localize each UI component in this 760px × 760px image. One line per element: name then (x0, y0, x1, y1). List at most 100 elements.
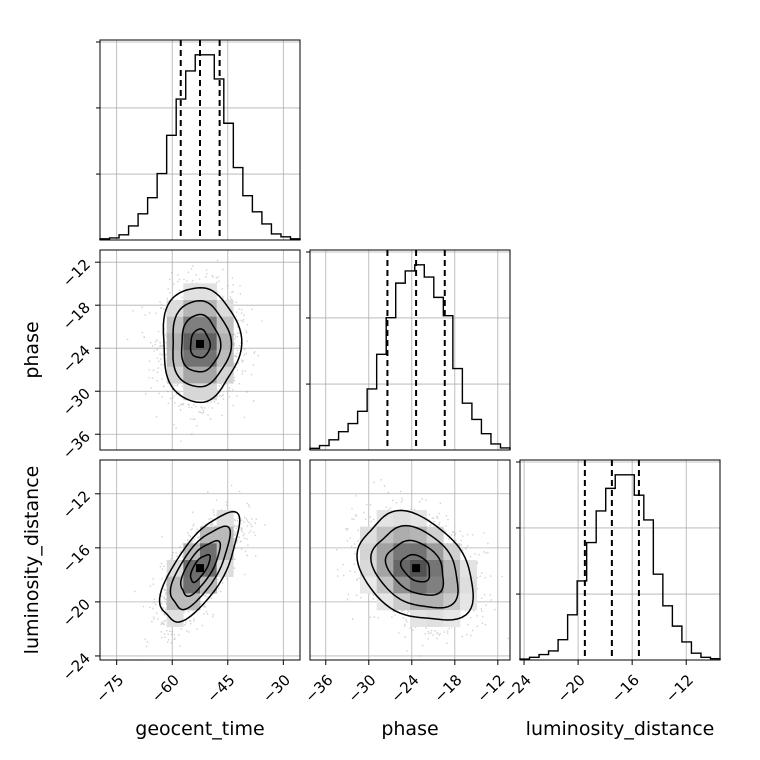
density-cell (166, 316, 184, 334)
panel-frame (99, 39, 301, 241)
density-cell (443, 610, 461, 627)
density-cell (183, 366, 201, 384)
density-cell (200, 333, 217, 351)
panel-frame (309, 459, 511, 661)
panel-background (310, 250, 510, 450)
density-cell (200, 383, 217, 401)
panel-content (310, 460, 510, 660)
x-axis-label-phase: phase (381, 718, 438, 740)
mode-marker (196, 564, 204, 573)
x-tick-label: −30 (344, 671, 379, 706)
density-cell (200, 543, 217, 561)
density-cell (183, 350, 201, 367)
histogram-panel-geocent_time (96, 39, 301, 241)
density-cell (376, 593, 394, 611)
density-cell (443, 576, 461, 594)
mode-marker (412, 564, 421, 573)
contour-line (189, 328, 212, 359)
density-cell (200, 350, 217, 367)
histogram-panel-luminosity_distance (516, 459, 721, 661)
y-tick-label: −12 (59, 487, 94, 522)
density-cell (183, 543, 201, 561)
x-tick-label: −45 (203, 671, 238, 706)
histogram-step (519, 474, 721, 660)
density-cell (360, 543, 377, 561)
density-cell (200, 300, 217, 317)
density-cell (166, 560, 184, 577)
density-cell (443, 560, 461, 577)
panel-frame (309, 249, 511, 451)
density-cell (426, 543, 444, 561)
density-cell (460, 593, 477, 611)
density-cell (183, 593, 201, 611)
density-cell (410, 593, 427, 611)
contour-line (179, 539, 222, 598)
y-tick-label: −20 (59, 595, 94, 630)
scatter-panel-luminosity_distance-vs-geocent_time (99, 459, 301, 661)
panel-frame (519, 459, 721, 661)
x-tick-label: −60 (148, 671, 183, 706)
density-cell (166, 350, 184, 367)
x-tick-label: −24 (500, 671, 535, 706)
density-cell (216, 510, 234, 527)
y-tick-label: −16 (59, 541, 94, 576)
y-tick-label: −30 (59, 385, 94, 420)
contour-line (169, 525, 232, 611)
scatter-panel-phase-vs-geocent_time (99, 249, 301, 451)
density-cell (183, 316, 201, 334)
density-cell (460, 576, 477, 594)
density-cell (376, 526, 394, 544)
density-cell (410, 610, 427, 627)
contour-line (356, 509, 474, 621)
density-cell (426, 526, 444, 544)
y-tick-label: −12 (59, 255, 94, 290)
density-cell (200, 316, 217, 334)
panel-content (100, 250, 300, 450)
density-cell (410, 543, 427, 561)
density-cell (166, 300, 184, 317)
x-tick-label: −20 (554, 671, 589, 706)
y-tick-label: −36 (59, 428, 94, 463)
contour-line (189, 553, 211, 584)
y-axis-label-phase: phase (21, 321, 43, 378)
contour-line (180, 313, 222, 373)
density-cell (376, 543, 394, 561)
density-cell (443, 543, 461, 561)
density-cell (183, 383, 201, 401)
panel-background (520, 460, 720, 660)
x-tick-label: −36 (301, 671, 336, 706)
x-tick-label: −12 (662, 671, 697, 706)
density-cell (393, 526, 411, 544)
y-tick-label: −18 (59, 298, 94, 333)
x-tick-label: −30 (259, 671, 294, 706)
density-cell (216, 300, 234, 317)
contour-line (384, 539, 445, 596)
density-cell (426, 593, 444, 611)
contour-line (370, 524, 459, 609)
y-tick-label: −24 (59, 649, 94, 684)
density-cell (166, 333, 184, 351)
histogram-panel-phase (306, 249, 511, 451)
panel-frame (99, 249, 301, 451)
contour-line (162, 287, 243, 404)
mode-marker (196, 339, 204, 348)
density-cell (166, 366, 184, 384)
panel-content (100, 460, 300, 660)
contour-line (158, 510, 241, 623)
contour-line (399, 553, 431, 583)
density-cell (360, 526, 377, 544)
density-cell (410, 510, 427, 527)
panel-frame (99, 459, 301, 661)
density-cell (376, 510, 394, 527)
density-cell (426, 576, 444, 594)
histogram-step (309, 264, 511, 450)
density-cell (393, 510, 411, 527)
contour-line (172, 299, 233, 388)
x-tick-label: −75 (92, 671, 127, 706)
scatter-panel-luminosity_distance-vs-phase (309, 459, 511, 661)
y-tick-label: −24 (59, 341, 94, 376)
y-axis-label-luminosity_distance: luminosity_distance (21, 466, 43, 655)
density-cell (166, 610, 184, 627)
density-cell (393, 543, 411, 561)
